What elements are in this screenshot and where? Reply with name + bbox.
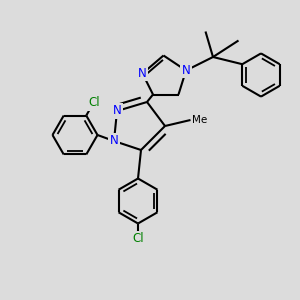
Text: N: N — [138, 67, 147, 80]
Text: Cl: Cl — [132, 232, 144, 245]
Text: N: N — [110, 134, 118, 148]
Text: N: N — [112, 104, 122, 118]
Text: Cl: Cl — [88, 96, 100, 109]
Text: Me: Me — [192, 115, 207, 125]
Text: N: N — [182, 64, 190, 77]
